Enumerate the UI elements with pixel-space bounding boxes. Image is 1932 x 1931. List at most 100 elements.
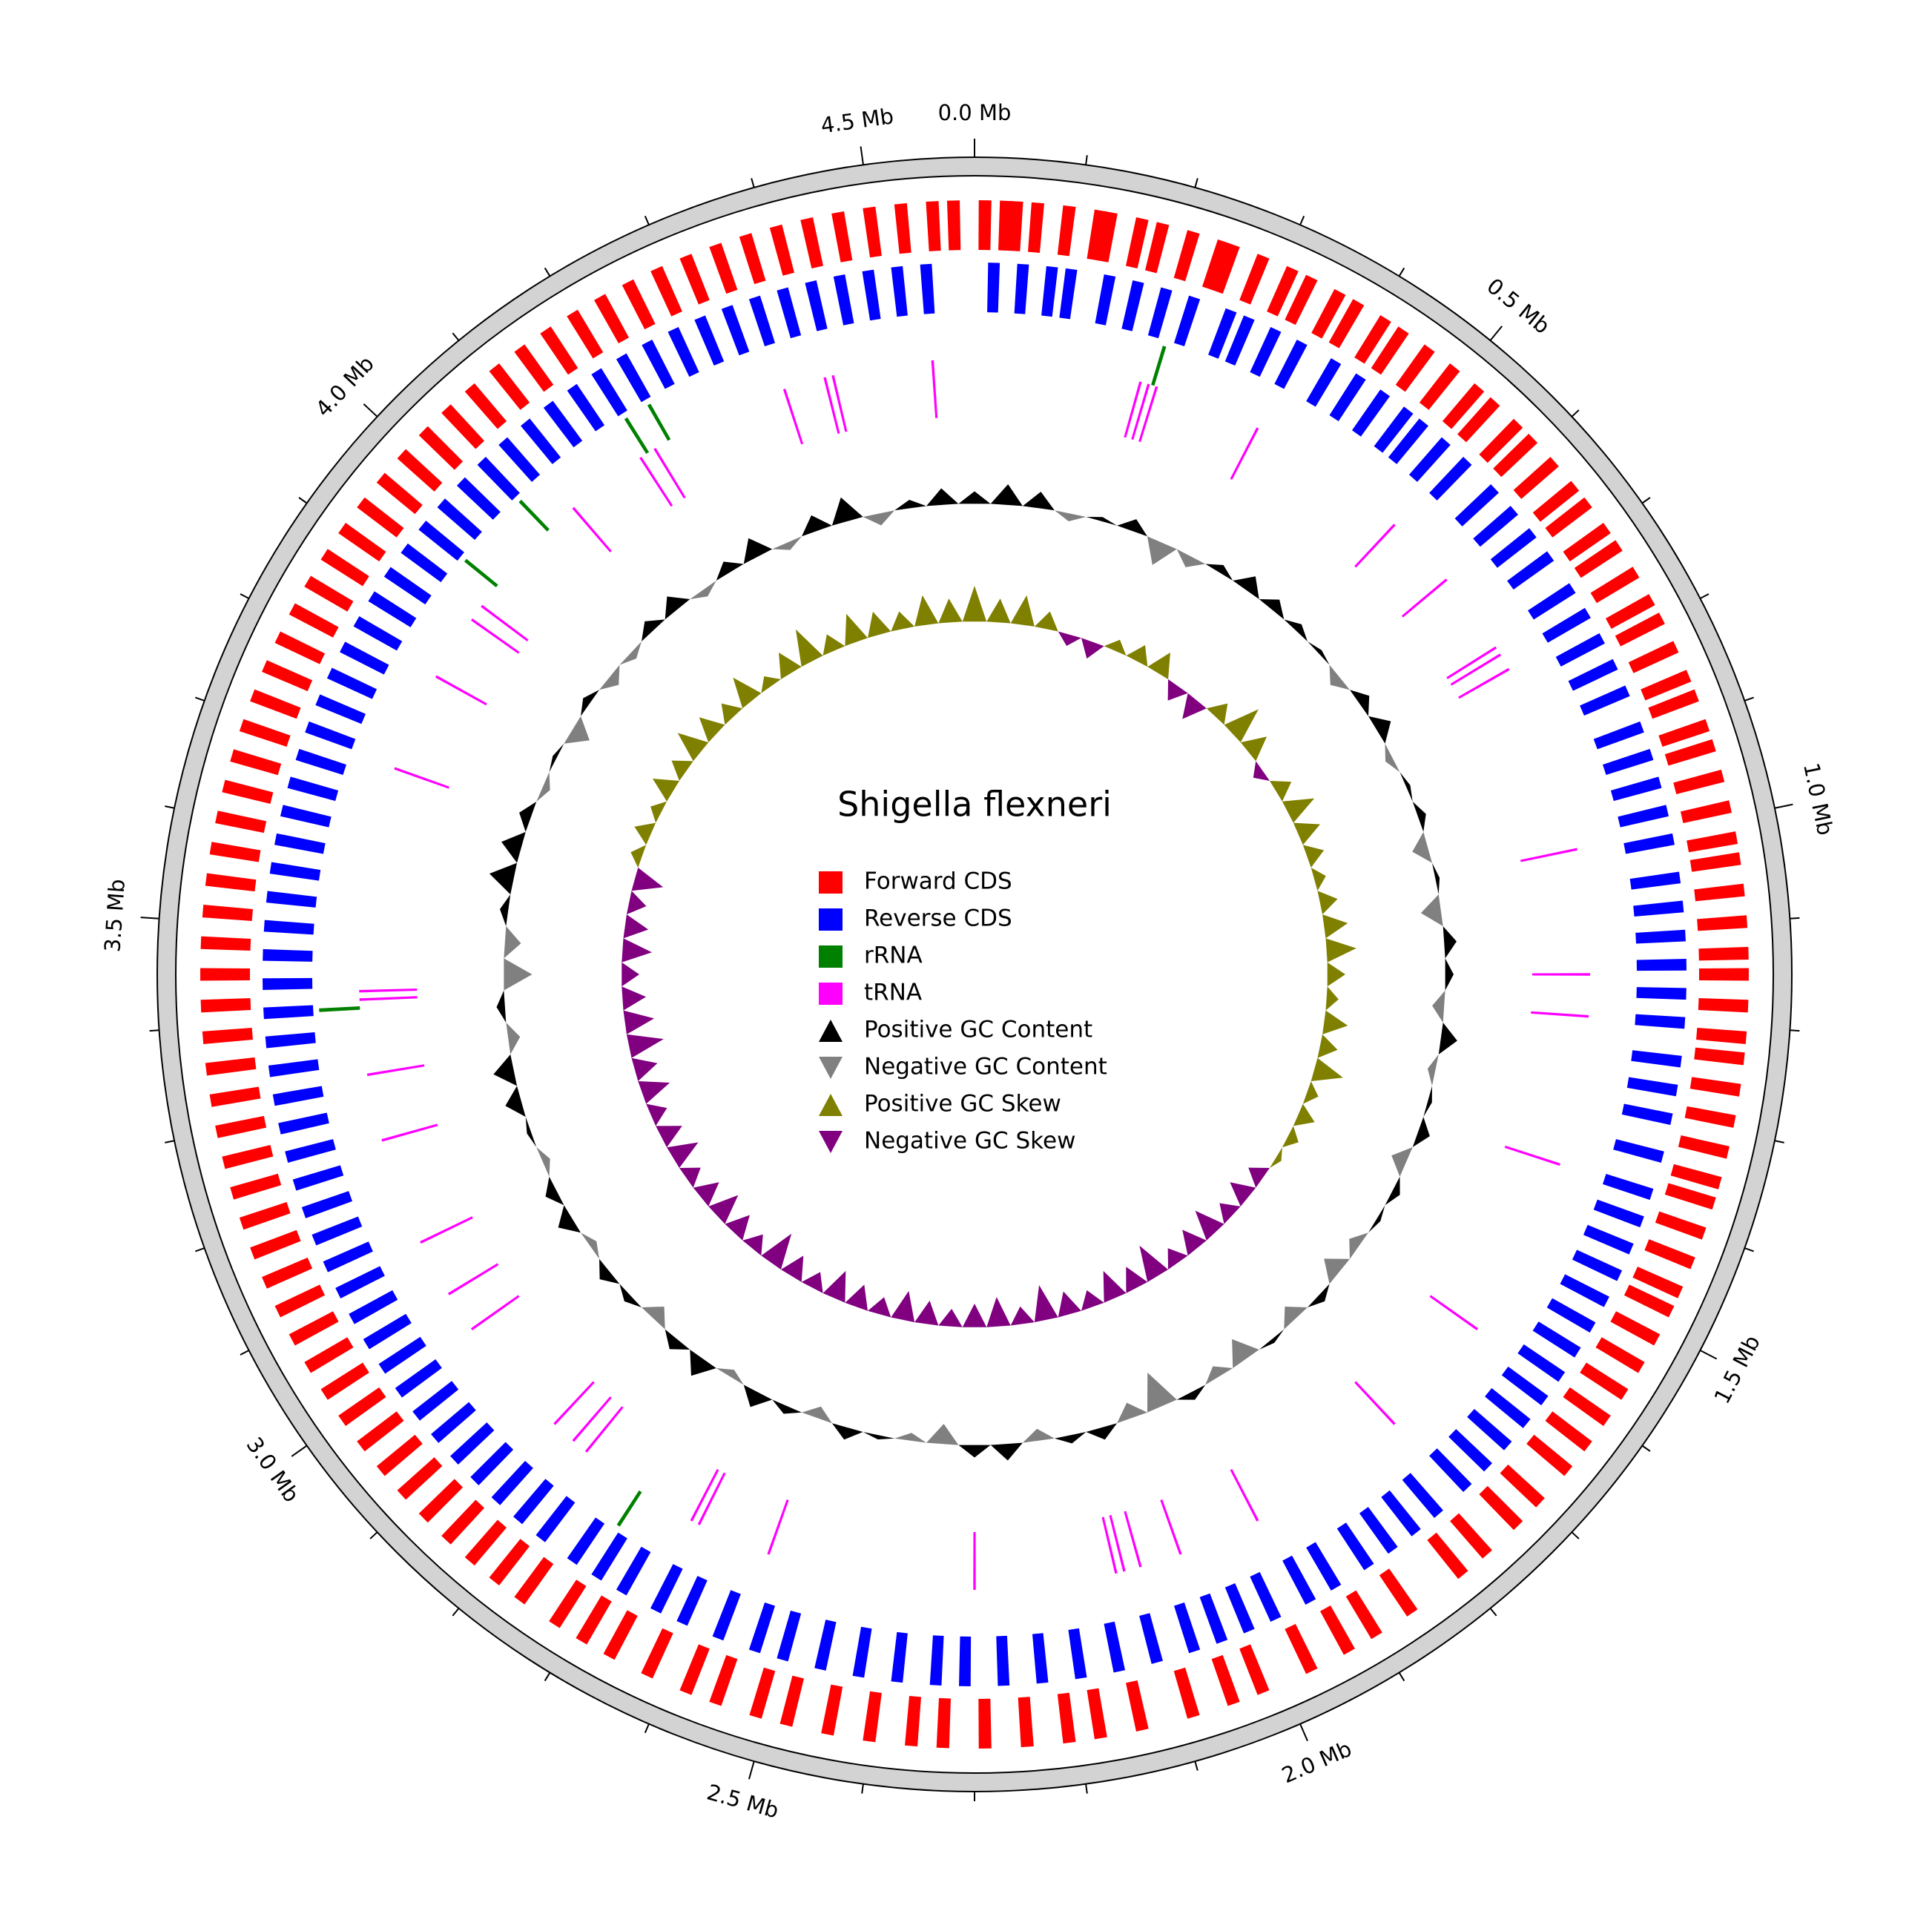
forward-cds bbox=[936, 1697, 951, 1749]
minor-tick-mark bbox=[240, 593, 250, 599]
gc-content-spike bbox=[501, 831, 526, 863]
gc-skew-spike bbox=[1081, 638, 1104, 659]
reverse-cds bbox=[1429, 456, 1472, 501]
tick-mark bbox=[1489, 326, 1503, 341]
reverse-cds bbox=[1173, 1602, 1201, 1654]
minor-tick-mark bbox=[1194, 178, 1199, 188]
reverse-cds bbox=[1593, 1199, 1644, 1228]
forward-cds bbox=[338, 1387, 386, 1427]
reverse-cds bbox=[891, 1631, 908, 1683]
gc-content-spike bbox=[1054, 510, 1087, 522]
minor-tick-mark bbox=[195, 1247, 205, 1252]
forward-cds bbox=[1678, 1135, 1730, 1159]
reverse-cds bbox=[616, 353, 651, 403]
gc-skew-spike bbox=[1302, 845, 1325, 868]
gc-content-spike bbox=[1432, 990, 1445, 1023]
gc-content-spike bbox=[489, 862, 518, 895]
reverse-cds bbox=[263, 948, 313, 962]
gc-content-spike bbox=[990, 484, 1023, 506]
forward-cds bbox=[250, 689, 301, 719]
reverse-cds bbox=[491, 1460, 533, 1505]
minor-tick-mark bbox=[1790, 1029, 1800, 1032]
forward-cds bbox=[514, 1557, 554, 1605]
gc-skew-spike bbox=[623, 914, 649, 939]
reverse-cds bbox=[1250, 1571, 1282, 1623]
gc-skew-spike bbox=[822, 1270, 846, 1303]
reverse-cds bbox=[805, 280, 828, 331]
forward-cds bbox=[202, 905, 253, 921]
gc-content-spike bbox=[1391, 1146, 1413, 1177]
legend-label: Negative GC Content bbox=[864, 1054, 1107, 1080]
forward-cds bbox=[1442, 383, 1485, 429]
forward-cds bbox=[1057, 205, 1076, 257]
gc-content-spike bbox=[1259, 599, 1285, 620]
reverse-cds bbox=[650, 1564, 683, 1614]
forward-cds bbox=[215, 1115, 267, 1138]
legend-marker bbox=[819, 1131, 843, 1153]
gc-skew-spike bbox=[891, 1290, 915, 1323]
reverse-cds bbox=[591, 1532, 627, 1581]
reverse-cds bbox=[1147, 287, 1173, 339]
gc-skew-spike bbox=[1322, 914, 1348, 939]
gc-content-spike bbox=[863, 510, 895, 526]
forward-cds bbox=[622, 279, 656, 330]
gc-content-spike bbox=[1147, 1373, 1177, 1413]
forward-cds bbox=[1239, 254, 1270, 305]
gc-skew-spike bbox=[1224, 709, 1259, 743]
forward-cds bbox=[679, 1644, 710, 1695]
forward-cds bbox=[1664, 739, 1716, 766]
forward-cds bbox=[567, 309, 604, 359]
trna bbox=[782, 389, 804, 445]
reverse-cds bbox=[1104, 1621, 1126, 1673]
reverse-cds bbox=[1408, 437, 1451, 482]
reverse-cds bbox=[1636, 987, 1687, 1000]
gc-content-spike bbox=[1445, 958, 1454, 991]
trna bbox=[553, 1381, 595, 1425]
tick-mark bbox=[860, 146, 864, 165]
trna bbox=[973, 1532, 976, 1590]
forward-cds bbox=[441, 1499, 485, 1545]
reverse-cds bbox=[349, 1290, 398, 1324]
reverse-cds bbox=[498, 437, 541, 482]
reverse-cds bbox=[1501, 1366, 1549, 1406]
gc-content-spike bbox=[536, 1146, 550, 1177]
gc-content-spike bbox=[564, 716, 590, 744]
forward-cds bbox=[304, 575, 354, 612]
forward-cds bbox=[262, 1257, 313, 1289]
forward-cds bbox=[289, 1311, 339, 1346]
tick-label: 0.5 Mb bbox=[1482, 273, 1554, 339]
legend-marker bbox=[819, 983, 843, 1005]
minor-tick-mark bbox=[1790, 917, 1800, 920]
forward-cds bbox=[1087, 1688, 1107, 1740]
reverse-cds bbox=[694, 315, 725, 366]
reverse-cds bbox=[1359, 1507, 1398, 1554]
reverse-cds bbox=[748, 1602, 776, 1654]
gc-content-spike bbox=[536, 772, 550, 802]
forward-cds bbox=[1479, 1485, 1523, 1531]
reverse-cds bbox=[437, 498, 482, 541]
forward-cds bbox=[1687, 831, 1738, 853]
legend-marker bbox=[819, 1094, 843, 1116]
forward-cds bbox=[1623, 1284, 1675, 1318]
gc-skew-spike bbox=[914, 1300, 939, 1326]
gc-content-spike bbox=[743, 1384, 773, 1407]
reverse-cds bbox=[1173, 295, 1201, 346]
gc-skew-spike bbox=[986, 598, 1011, 624]
gc-content-spike bbox=[1412, 802, 1426, 832]
trna bbox=[572, 506, 612, 552]
forward-cds bbox=[205, 1057, 257, 1076]
gc-skew-spike bbox=[1126, 1267, 1148, 1293]
forward-cds bbox=[202, 1028, 253, 1044]
forward-cds bbox=[650, 265, 682, 317]
gc-content-spike bbox=[1022, 1428, 1055, 1443]
reverse-cds bbox=[278, 1112, 329, 1135]
forward-cds bbox=[1698, 946, 1749, 961]
tick-mark bbox=[1774, 803, 1793, 809]
gc-content-spike bbox=[504, 958, 533, 991]
forward-cds bbox=[1126, 217, 1149, 269]
gc-content-spike bbox=[1324, 1258, 1350, 1284]
gc-skew-spike bbox=[1167, 679, 1188, 701]
tick-mark bbox=[291, 1445, 308, 1457]
gc-content-spike bbox=[743, 538, 773, 564]
